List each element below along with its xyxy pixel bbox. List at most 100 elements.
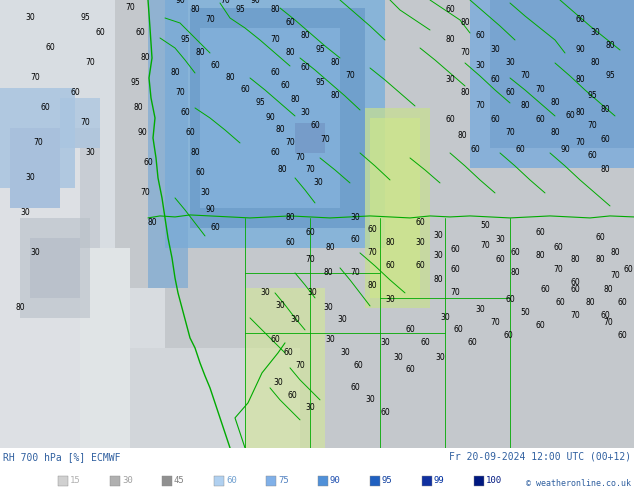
Text: 70: 70 — [205, 16, 215, 24]
Text: 70: 70 — [603, 318, 613, 327]
Text: 60: 60 — [287, 392, 297, 400]
Text: 30: 30 — [20, 208, 30, 218]
Text: 80: 80 — [550, 98, 560, 107]
Text: 30: 30 — [122, 476, 133, 486]
Text: 70: 70 — [460, 49, 470, 57]
Text: 50: 50 — [520, 308, 530, 318]
Text: 70: 70 — [220, 0, 230, 4]
Text: 30: 30 — [433, 231, 443, 241]
Text: 60: 60 — [617, 331, 627, 341]
Text: 80: 80 — [433, 275, 443, 284]
Text: 70: 70 — [553, 266, 563, 274]
Text: 60: 60 — [195, 169, 205, 177]
Text: 80: 80 — [603, 285, 613, 294]
FancyBboxPatch shape — [365, 108, 430, 308]
Text: 90: 90 — [175, 0, 185, 4]
Text: 70: 70 — [305, 255, 315, 265]
Text: 80: 80 — [323, 269, 333, 277]
Text: 30: 30 — [435, 353, 445, 363]
Text: 80: 80 — [535, 251, 545, 260]
Text: 60: 60 — [285, 19, 295, 27]
Text: 80: 80 — [460, 19, 470, 27]
Text: 60: 60 — [515, 146, 525, 154]
Text: 60: 60 — [490, 116, 500, 124]
Text: 70: 70 — [575, 139, 585, 147]
Text: 80: 80 — [600, 166, 610, 174]
Text: 60: 60 — [555, 298, 565, 307]
Text: 70: 70 — [350, 269, 360, 277]
Text: 60: 60 — [210, 223, 220, 232]
FancyBboxPatch shape — [0, 128, 100, 348]
Text: 60: 60 — [226, 476, 236, 486]
Text: 80: 80 — [367, 281, 377, 291]
Text: 30: 30 — [323, 303, 333, 313]
Text: 80: 80 — [225, 74, 235, 82]
Text: 30: 30 — [260, 289, 270, 297]
Text: 60: 60 — [95, 28, 105, 38]
Text: 30: 30 — [350, 214, 360, 222]
Text: 60: 60 — [490, 75, 500, 84]
Text: 30: 30 — [490, 46, 500, 54]
Text: 30: 30 — [440, 314, 450, 322]
Text: 60: 60 — [535, 228, 545, 238]
Text: 60: 60 — [350, 383, 360, 392]
Text: 70: 70 — [505, 128, 515, 138]
FancyBboxPatch shape — [422, 476, 432, 486]
Text: 95: 95 — [605, 72, 615, 80]
Text: 15: 15 — [70, 476, 81, 486]
Text: 80: 80 — [457, 131, 467, 141]
Text: 95: 95 — [235, 5, 245, 15]
Text: 60: 60 — [587, 151, 597, 160]
FancyBboxPatch shape — [20, 218, 90, 318]
Text: 30: 30 — [340, 348, 350, 357]
Text: 30: 30 — [505, 58, 515, 68]
Text: 60: 60 — [285, 239, 295, 247]
Text: 70: 70 — [125, 3, 135, 13]
FancyBboxPatch shape — [190, 8, 365, 228]
Text: 30: 30 — [25, 173, 35, 182]
Text: 30: 30 — [495, 235, 505, 245]
Text: 80: 80 — [190, 5, 200, 15]
Text: 60: 60 — [143, 158, 153, 168]
Text: 30: 30 — [325, 335, 335, 344]
Text: 95: 95 — [587, 92, 597, 100]
Text: 70: 70 — [270, 35, 280, 45]
Text: 60: 60 — [70, 89, 80, 98]
Text: 75: 75 — [278, 476, 288, 486]
Text: 60: 60 — [535, 321, 545, 330]
Text: 60: 60 — [570, 285, 580, 294]
Text: 60: 60 — [595, 233, 605, 243]
Text: 80: 80 — [195, 49, 205, 57]
Text: 70: 70 — [85, 58, 95, 68]
FancyBboxPatch shape — [165, 0, 385, 248]
Text: 80: 80 — [285, 214, 295, 222]
FancyBboxPatch shape — [162, 476, 172, 486]
FancyBboxPatch shape — [490, 0, 634, 148]
Text: 90: 90 — [575, 46, 585, 54]
Text: 95: 95 — [80, 14, 90, 23]
Text: 70: 70 — [295, 153, 305, 163]
Text: © weatheronline.co.uk: © weatheronline.co.uk — [526, 479, 631, 488]
Text: 80: 80 — [330, 92, 340, 100]
Text: 30: 30 — [365, 395, 375, 404]
Text: 30: 30 — [445, 75, 455, 84]
Text: 60: 60 — [305, 228, 315, 238]
Text: 60: 60 — [623, 266, 633, 274]
Text: 80: 80 — [570, 255, 580, 265]
Text: 60: 60 — [180, 108, 190, 118]
Text: 60: 60 — [467, 339, 477, 347]
Text: 80: 80 — [330, 58, 340, 68]
Text: 80: 80 — [15, 303, 25, 313]
FancyBboxPatch shape — [295, 123, 325, 153]
Text: 30: 30 — [290, 316, 300, 324]
Text: 30: 30 — [25, 14, 35, 23]
Text: 60: 60 — [503, 331, 513, 341]
Text: 30: 30 — [30, 248, 40, 257]
Text: 100: 100 — [486, 476, 502, 486]
FancyBboxPatch shape — [0, 248, 130, 448]
Text: 90: 90 — [205, 205, 215, 215]
Text: 60: 60 — [453, 325, 463, 334]
Text: 80: 80 — [595, 255, 605, 265]
Text: 70: 70 — [30, 74, 40, 82]
Text: 60: 60 — [535, 116, 545, 124]
